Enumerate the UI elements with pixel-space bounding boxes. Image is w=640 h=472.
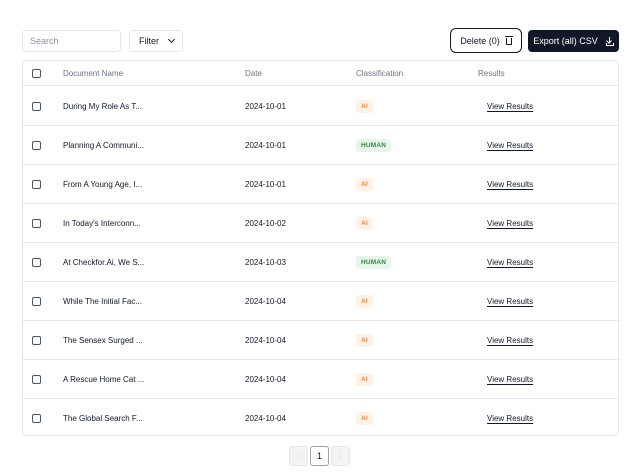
download-icon — [605, 36, 614, 46]
table-header: Document Name Date Classification Result… — [23, 61, 618, 86]
row-checkbox[interactable] — [32, 414, 41, 423]
row-checkbox[interactable] — [32, 296, 41, 306]
view-results-link[interactable]: View Results — [487, 257, 534, 267]
table-row: Planning A Communi... 2024-10-01 HUMAN View… — [23, 126, 618, 165]
document-date: 2024-10-04 — [245, 374, 286, 384]
row-checkbox[interactable] — [32, 335, 41, 345]
filter-label: Filter — [139, 36, 159, 46]
table-row: From A Young Age, I... 2024-10-01 AI View R… — [23, 165, 618, 204]
pagination: ‹ 1 › — [289, 446, 350, 466]
document-name: Planning A Communi... — [63, 140, 144, 150]
table-row: A Rescue Home Cat ... 2024-10-04 AI View Re… — [23, 360, 618, 399]
document-date: 2024-10-01 — [245, 101, 286, 111]
row-checkbox[interactable] — [32, 140, 41, 150]
row-checkbox[interactable] — [32, 374, 41, 384]
filter-button[interactable]: Filter — [129, 30, 183, 52]
document-name: The Global Search F... — [63, 414, 143, 423]
document-name: In Today's Interconn... — [63, 218, 141, 228]
view-results-link[interactable]: View Results — [487, 179, 534, 189]
classification-badge: AI — [356, 216, 373, 230]
previous-page-button[interactable]: ‹ — [289, 446, 308, 466]
classification-badge: AI — [356, 177, 373, 191]
classification-badge: HUMAN — [356, 138, 392, 152]
document-date: 2024-10-01 — [245, 179, 286, 189]
document-name: From A Young Age, I... — [63, 179, 143, 189]
documents-table: Document Name Date Classification Result… — [22, 60, 619, 436]
table-row: The Global Search F... 2024-10-04 AI View R… — [23, 399, 618, 435]
table-row: While The Initial Fac... 2024-10-04 AI View… — [23, 282, 618, 321]
page-button-current[interactable]: 1 — [310, 446, 329, 466]
delete-label: Delete (0) — [460, 35, 500, 46]
document-name: During My Role As T... — [63, 101, 142, 111]
view-results-link[interactable]: View Results — [487, 218, 534, 228]
view-results-link[interactable]: View Results — [487, 296, 534, 306]
export-csv-button[interactable]: Export (all) CSV — [528, 30, 619, 52]
classification-badge: AI — [356, 333, 373, 347]
export-label: Export (all) CSV — [533, 36, 598, 46]
view-results-link[interactable]: View Results — [487, 374, 534, 384]
document-name: While The Initial Fac... — [63, 296, 142, 306]
trash-icon — [504, 36, 513, 45]
table-row: At Checkfor.Ai, We S... 2024-10-03 HUMAN Vi… — [23, 243, 618, 282]
table-row: The Sensex Surged ... 2024-10-04 AI View Re… — [23, 321, 618, 360]
view-results-link[interactable]: View Results — [487, 140, 534, 150]
row-checkbox[interactable] — [32, 179, 41, 189]
classification-badge: AI — [356, 294, 373, 308]
row-checkbox[interactable] — [32, 101, 41, 111]
table-row: During My Role As T... 2024-10-01 AI View R… — [23, 87, 618, 126]
toolbar: Filter Delete (0) Export (all) CSV — [22, 28, 619, 53]
document-date: 2024-10-01 — [245, 140, 286, 150]
column-header-name[interactable]: Document Name — [63, 68, 124, 78]
document-date: 2024-10-04 — [245, 335, 286, 345]
document-date: 2024-10-04 — [245, 414, 286, 423]
row-checkbox[interactable] — [32, 257, 41, 267]
document-date: 2024-10-02 — [245, 218, 286, 228]
select-all-checkbox[interactable] — [32, 68, 41, 78]
document-name: A Rescue Home Cat ... — [63, 374, 145, 384]
document-date: 2024-10-04 — [245, 296, 286, 306]
document-name: At Checkfor.Ai, We S... — [63, 257, 145, 267]
view-results-link[interactable]: View Results — [487, 335, 534, 345]
chevron-down-icon — [167, 35, 176, 44]
classification-badge: AI — [356, 372, 373, 386]
classification-badge: HUMAN — [356, 255, 392, 269]
column-header-classification[interactable]: Classification — [356, 68, 404, 78]
document-date: 2024-10-03 — [245, 257, 286, 267]
table-row: In Today's Interconn... 2024-10-02 AI View … — [23, 204, 618, 243]
document-name: The Sensex Surged ... — [63, 335, 143, 345]
classification-badge: AI — [356, 412, 373, 425]
view-results-link[interactable]: View Results — [487, 414, 534, 423]
view-results-link[interactable]: View Results — [487, 101, 534, 111]
row-checkbox[interactable] — [32, 218, 41, 228]
column-header-results: Results — [478, 68, 505, 78]
classification-badge: AI — [356, 99, 373, 113]
search-input[interactable] — [22, 30, 121, 52]
column-header-date[interactable]: Date — [245, 68, 262, 78]
next-page-button[interactable]: › — [331, 446, 350, 466]
delete-button[interactable]: Delete (0) — [450, 28, 522, 53]
